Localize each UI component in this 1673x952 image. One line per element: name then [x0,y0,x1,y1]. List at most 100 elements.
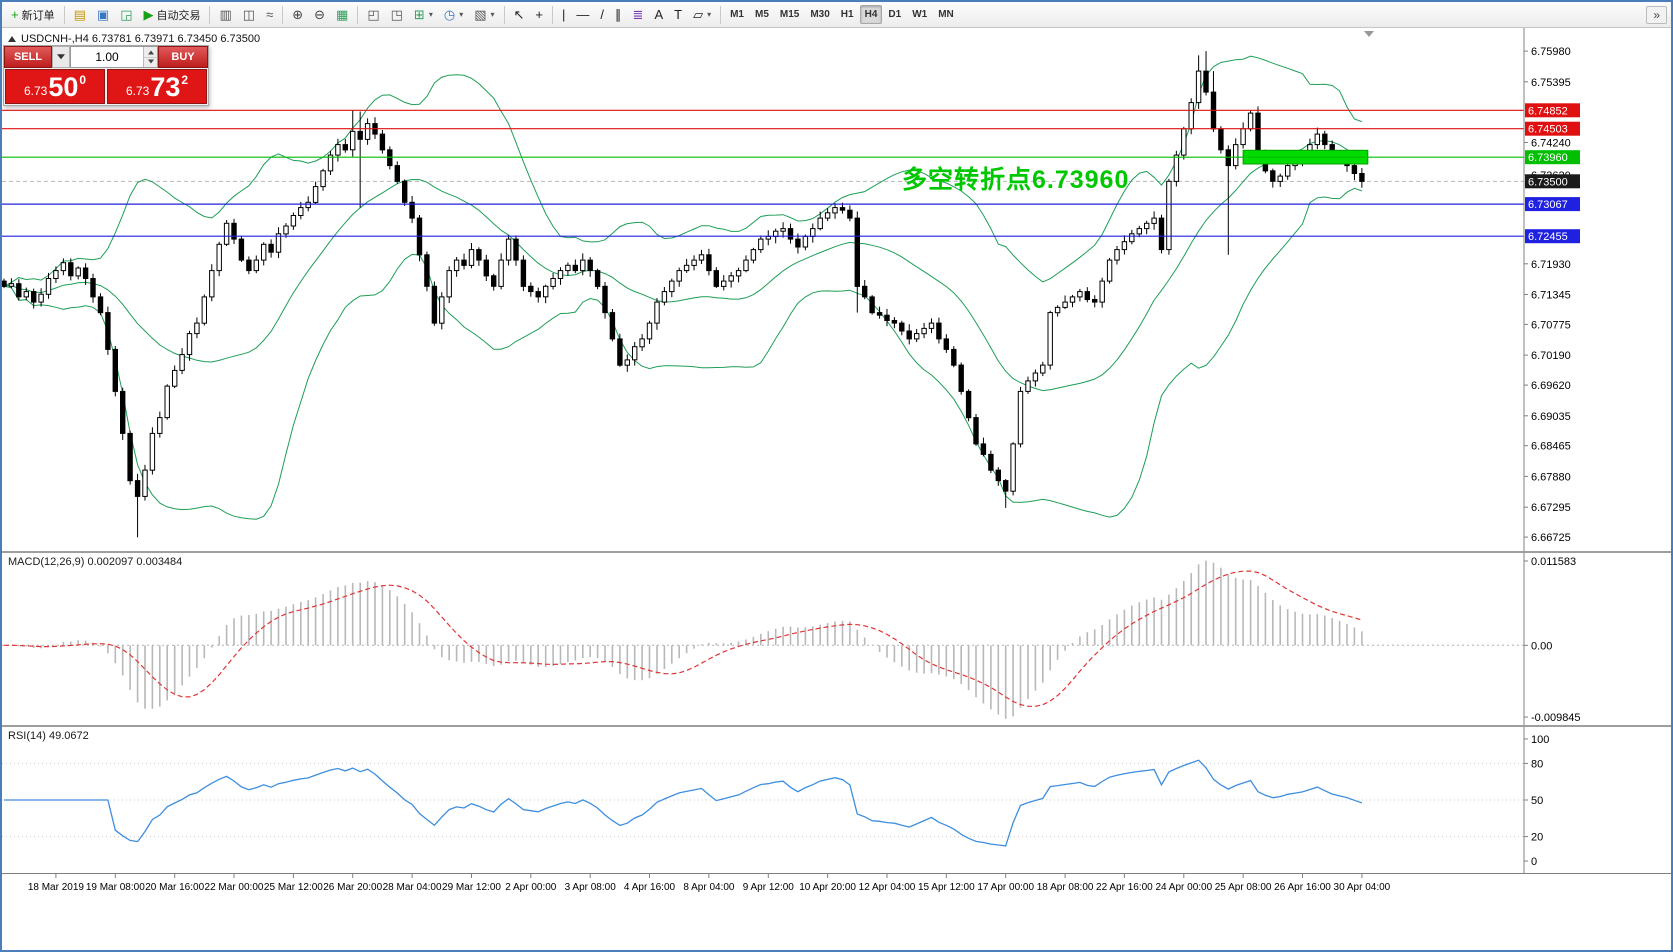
line-chart-button[interactable]: ≈ [261,4,278,26]
grid-button[interactable]: ▦ [331,4,353,26]
price-badge[interactable] [1525,197,1580,212]
label-icon: T [674,7,683,22]
volume-down-button[interactable] [144,57,157,67]
rsi-label: RSI(14) 49.0672 [8,730,89,742]
timeframe-mn-button[interactable]: MN [938,9,954,20]
price-badge[interactable] [1525,150,1580,165]
svg-text:22 Mar 00:00: 22 Mar 00:00 [205,882,264,893]
navigator-icon: ▣ [96,7,110,22]
timeframe-h1-button[interactable]: H1 [840,9,854,20]
channel-button[interactable]: ∥ [610,4,627,26]
caret-down-icon: ▾ [428,10,433,19]
toolbar-separator [282,5,284,24]
svg-text:6.71345: 6.71345 [1531,290,1571,302]
svg-text:0: 0 [1531,856,1537,868]
new-order-button[interactable]: + 新订单 [6,4,60,26]
autotrading-icon: ▶ [143,7,154,22]
svg-text:6.74503: 6.74503 [1528,124,1568,136]
svg-text:12 Apr 04:00: 12 Apr 04:00 [859,882,916,893]
toolbar-separator [720,5,722,24]
timeframe-w1-button[interactable]: W1 [912,9,928,20]
chart-shift-marker-icon[interactable] [1364,31,1374,37]
timeframe-h4-button[interactable]: H4 [859,5,883,24]
symbol-info: USDCNH-,H4 6.73781 6.73971 6.73450 6.735… [8,33,260,45]
grid-icon: ▦ [336,7,349,22]
trendline-button[interactable]: / [595,4,609,26]
svg-text:29 Mar 12:00: 29 Mar 12:00 [442,882,501,893]
timeframe-m15-button[interactable]: M15 [779,9,800,20]
cursor-button[interactable]: ↖ [509,4,530,26]
zoom-out-button[interactable]: ⊖ [309,4,330,26]
templates-button[interactable]: ▧ ▾ [469,4,499,26]
cascade-windows-button[interactable]: ◳ [386,4,408,26]
new-chart-button[interactable]: ⊞ ▾ [409,4,438,26]
buy-price-button[interactable]: 6.73 73 2 [107,69,207,104]
vertical-line-button[interactable]: | [557,4,570,26]
rsi-plot[interactable]: 100 80 50 20 0 [2,727,1671,873]
sell-button[interactable]: SELL [4,46,52,68]
label-button[interactable]: T [669,4,687,26]
navigator-button[interactable]: ▣ [92,4,114,26]
main-chart-plot[interactable]: 6.759806.753956.742406.736206.719306.713… [2,28,1671,551]
svg-text:19 Mar 08:00: 19 Mar 08:00 [86,882,145,893]
svg-text:3 Apr 08:00: 3 Apr 08:00 [565,882,617,893]
crosshair-icon: + [535,7,544,22]
fibonacci-button[interactable]: ≣ [628,4,649,26]
volume-dropdown-button[interactable] [52,46,70,68]
buy-button[interactable]: BUY [158,46,208,68]
tile-windows-icon: ◰ [367,7,380,22]
toolbar-overflow-button[interactable]: » [1646,5,1667,24]
bollinger-bands [3,55,1363,520]
chart-annotation[interactable]: 多空转折点6.73960 [902,166,1130,194]
timeframe-d1-button[interactable]: D1 [888,9,902,20]
cursor-icon: ↖ [513,7,525,22]
svg-text:6.68465: 6.68465 [1531,441,1571,453]
time-axis[interactable]: 18 Mar 2019 19 Mar 08:00 20 Mar 16:00 22 Ma… [2,873,1671,950]
market-watch-button[interactable]: ▤ [69,4,91,26]
volume-up-button[interactable] [144,47,157,58]
svg-text:26 Apr 16:00: 26 Apr 16:00 [1274,882,1331,893]
tile-windows-button[interactable]: ◰ [362,4,384,26]
candlestick-chart-button[interactable]: ◫ [238,4,260,26]
toolbar-separator [63,5,65,24]
time-scale[interactable]: 18 Mar 2019 19 Mar 08:00 20 Mar 16:00 22 Ma… [2,874,1671,950]
macd-panel: 0.011583 0.00 -0.009845 MACD(12,26,9) 0.00… [2,551,1671,725]
sell-price-button[interactable]: 6.73 50 0 [5,69,105,104]
svg-text:4 Apr 16:00: 4 Apr 16:00 [624,882,676,893]
price-badge[interactable] [1525,229,1580,244]
zoom-in-button[interactable]: ⊕ [287,4,308,26]
cascade-windows-icon: ◳ [390,7,403,22]
price-badge[interactable] [1525,103,1580,118]
price-scale[interactable]: 6.759806.753956.742406.736206.719306.713… [1524,46,1571,544]
svg-text:24 Apr 00:00: 24 Apr 00:00 [1155,882,1212,893]
timeframe-m30-button[interactable]: M30 [810,9,830,20]
terminal-button[interactable]: ◲ [115,4,137,26]
rsi-scale: 100 80 50 20 0 [1524,734,1549,868]
rsi-line [4,759,1363,847]
profiles-button[interactable]: ◷ ▾ [439,4,468,26]
svg-text:17 Apr 00:00: 17 Apr 00:00 [977,882,1034,893]
price-badge[interactable] [1525,174,1580,189]
crosshair-button[interactable]: + [530,4,548,26]
terminal-icon: ◲ [120,7,133,22]
trendline-icon: / [600,7,605,22]
price-badge[interactable] [1525,121,1580,136]
svg-text:10 Apr 20:00: 10 Apr 20:00 [799,882,856,893]
bar-chart-button[interactable]: ▥ [214,4,236,26]
volume-input[interactable] [71,47,143,67]
new-chart-icon: ⊞ [413,7,425,22]
timeframe-m5-button[interactable]: M5 [754,9,769,20]
svg-text:6.69620: 6.69620 [1531,380,1571,392]
autotrading-button[interactable]: ▶ 自动交易 [138,4,205,26]
macd-plot[interactable]: 0.011583 0.00 -0.009845 [2,553,1671,725]
timeframe-m1-button[interactable]: M1 [730,9,744,20]
bar-chart-icon: ▥ [219,7,232,22]
price-chart-panel: 6.759806.753956.742406.736206.719306.713… [2,28,1671,551]
candlestick-chart-icon: ◫ [242,7,256,22]
caret-down-icon: ▾ [490,10,495,19]
text-button[interactable]: A [649,4,668,26]
sell-price-pip: 0 [79,73,87,87]
horizontal-line-button[interactable]: — [571,4,594,26]
shapes-button[interactable]: ▱ ▾ [688,4,716,26]
collapse-arrow-icon[interactable] [8,36,16,42]
